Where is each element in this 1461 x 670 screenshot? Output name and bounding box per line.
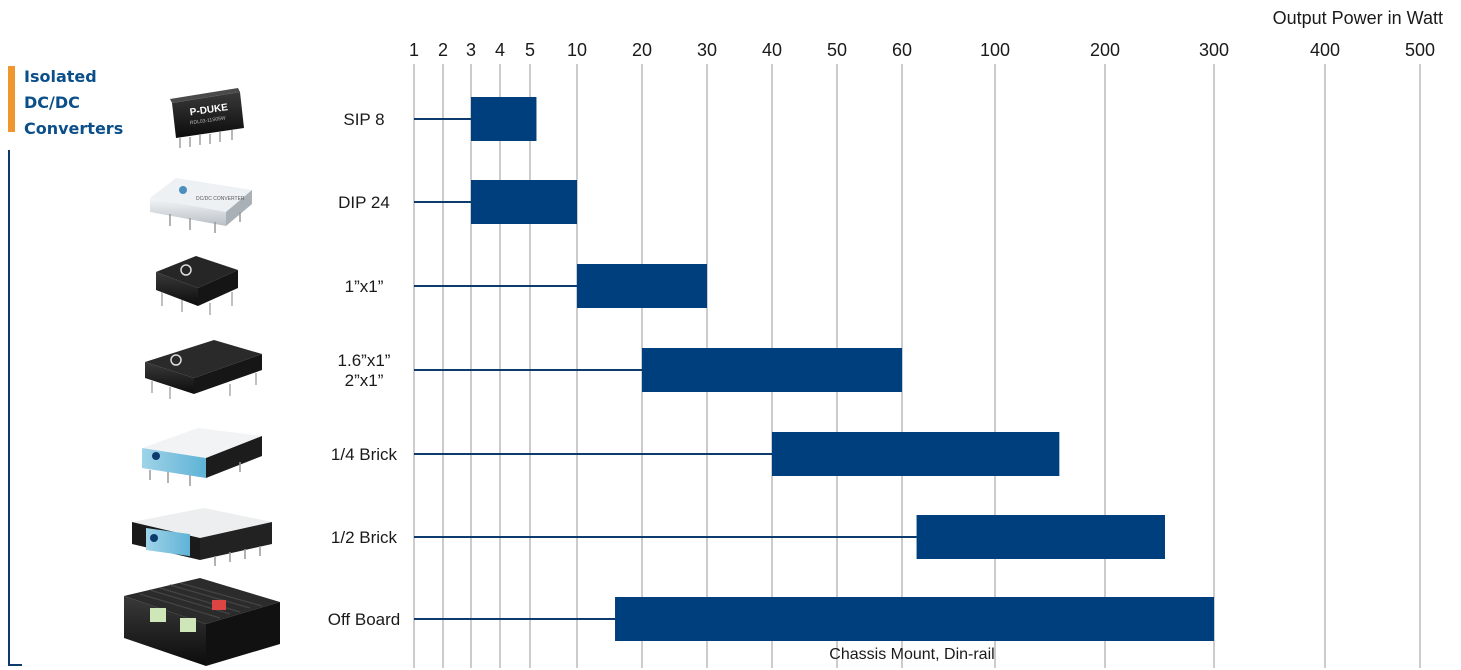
category-label: 1.6”x1” 2”x1” bbox=[338, 351, 391, 390]
section-title-line-3: Converters bbox=[24, 119, 124, 138]
x-tick-label-60: 60 bbox=[892, 40, 912, 60]
section-title-line-2: DC/DC bbox=[24, 93, 80, 112]
section-bracket bbox=[8, 150, 22, 666]
section-accent-bar bbox=[8, 66, 15, 132]
category-label: Off Board bbox=[328, 610, 400, 629]
range-bar bbox=[471, 97, 537, 141]
x-tick-label-20: 20 bbox=[632, 40, 652, 60]
category-label: SIP 8 bbox=[343, 110, 384, 129]
range-bar bbox=[916, 515, 1165, 559]
section-title-line-1: Isolated bbox=[24, 67, 97, 86]
x-tick-label-3: 3 bbox=[466, 40, 476, 60]
x-tick-label-1: 1 bbox=[409, 40, 419, 60]
x-tick-label-400: 400 bbox=[1310, 40, 1340, 60]
x-tick-label-200: 200 bbox=[1090, 40, 1120, 60]
range-bar bbox=[642, 348, 902, 392]
category-label: DIP 24 bbox=[338, 193, 390, 212]
chassis-mount-module-image bbox=[124, 578, 280, 666]
quarter-brick-module-image bbox=[142, 428, 262, 486]
range-bar bbox=[577, 264, 707, 308]
sip8-module-image: P-DUKE RDL03-11S05W bbox=[170, 88, 244, 148]
range-bar bbox=[772, 432, 1060, 476]
section-title: Isolated DC/DC Converters bbox=[24, 64, 123, 142]
x-tick-label-30: 30 bbox=[697, 40, 717, 60]
category-label: 1/4 Brick bbox=[331, 445, 398, 464]
svg-text:P-DUKE: P-DUKE bbox=[189, 102, 229, 118]
x-tick-label-500: 500 bbox=[1405, 40, 1435, 60]
1.6x1-module-image bbox=[145, 340, 262, 399]
category-label: 1/2 Brick bbox=[331, 528, 398, 547]
annotation-chassis-mount: Chassis Mount, Din-rail bbox=[829, 646, 994, 663]
svg-text:RDL03-11S05W: RDL03-11S05W bbox=[190, 115, 227, 126]
1x1-module-image bbox=[156, 256, 238, 315]
x-tick-label-50: 50 bbox=[827, 40, 847, 60]
range-bar bbox=[615, 597, 1214, 641]
x-tick-label-300: 300 bbox=[1199, 40, 1229, 60]
x-tick-label-40: 40 bbox=[762, 40, 782, 60]
half-brick-module-image bbox=[132, 508, 272, 566]
svg-text:DC/DC CONVERTER: DC/DC CONVERTER bbox=[196, 196, 245, 202]
x-axis-unit-label: Output Power in Watt bbox=[1272, 8, 1443, 28]
x-tick-label-4: 4 bbox=[495, 40, 505, 60]
category-label: 1”x1” bbox=[345, 277, 384, 296]
x-tick-label-100: 100 bbox=[980, 40, 1010, 60]
x-tick-label-2: 2 bbox=[438, 40, 448, 60]
x-tick-label-5: 5 bbox=[525, 40, 535, 60]
dip24-module-image: DC/DC CONVERTER bbox=[150, 178, 252, 233]
x-tick-label-10: 10 bbox=[567, 40, 587, 60]
range-bar bbox=[471, 180, 577, 224]
